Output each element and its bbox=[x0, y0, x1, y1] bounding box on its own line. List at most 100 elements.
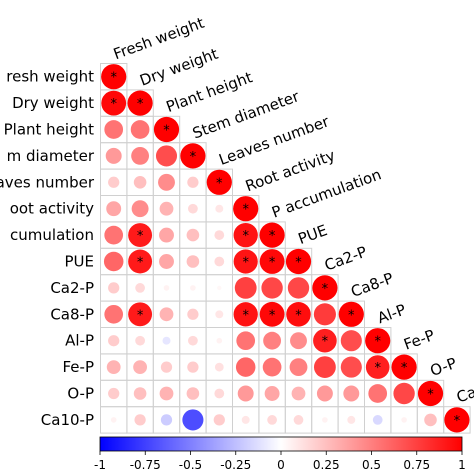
correlation-circle bbox=[103, 251, 124, 272]
correlation-circle bbox=[108, 176, 120, 188]
correlation-circle bbox=[313, 356, 336, 379]
correlation-circle bbox=[159, 227, 174, 243]
correlation-circle bbox=[264, 386, 280, 401]
correlation-circle bbox=[188, 203, 198, 214]
correlation-circle bbox=[188, 335, 198, 346]
significance-marker: * bbox=[322, 282, 329, 297]
significance-marker: * bbox=[454, 414, 461, 429]
colorbar: -1 -0.75 -0.5 -0.25 0 0.25 0.5 0.75 1 bbox=[94, 436, 466, 472]
correlation-circle bbox=[104, 120, 124, 139]
significance-marker: * bbox=[269, 229, 276, 244]
correlation-circle bbox=[206, 169, 232, 195]
correlation-circle bbox=[259, 249, 285, 274]
correlation-circle bbox=[285, 248, 312, 275]
correlation-circle bbox=[213, 414, 225, 426]
correlation-circle bbox=[372, 415, 383, 425]
correlation-circle bbox=[134, 414, 146, 426]
correlation-circle bbox=[190, 285, 196, 291]
correlation-circle bbox=[393, 382, 415, 405]
correlation-circle bbox=[316, 385, 333, 402]
correlation-circle bbox=[160, 414, 173, 426]
correlation-circle bbox=[106, 360, 121, 375]
correlation-circle bbox=[340, 356, 362, 378]
correlation-circle bbox=[365, 328, 391, 354]
correlation-circle bbox=[262, 357, 282, 377]
correlation-circle bbox=[233, 196, 259, 222]
correlation-circle bbox=[180, 143, 206, 169]
significance-marker: * bbox=[137, 308, 144, 323]
row-label: PUE bbox=[64, 253, 94, 271]
correlation-circle bbox=[236, 331, 256, 351]
significance-marker: * bbox=[163, 124, 170, 139]
correlation-circle bbox=[368, 384, 388, 403]
colorbar-gradient bbox=[99, 436, 463, 452]
correlation-circle bbox=[322, 417, 328, 423]
correlation-circle bbox=[233, 302, 258, 327]
correlation-circle bbox=[162, 336, 171, 345]
significance-marker: * bbox=[190, 150, 197, 165]
correlation-circle bbox=[110, 417, 117, 423]
column-label: O-P bbox=[428, 354, 459, 380]
correlation-circle bbox=[217, 285, 222, 291]
correlation-circle bbox=[267, 415, 277, 425]
colorbar-tick-label: 1 bbox=[458, 458, 466, 472]
correlation-circle bbox=[135, 335, 145, 346]
row-label: Al-P bbox=[65, 332, 94, 350]
significance-marker: * bbox=[427, 388, 434, 403]
column-label: Fe-P bbox=[401, 326, 437, 354]
correlation-circle bbox=[127, 90, 153, 116]
correlation-circle bbox=[187, 361, 199, 373]
correlation-circle bbox=[108, 335, 120, 347]
correlation-circle bbox=[313, 303, 336, 326]
correlation-circle bbox=[131, 200, 149, 218]
colorbar-tick-label: -1 bbox=[94, 458, 106, 472]
significance-marker: * bbox=[242, 229, 249, 244]
significance-marker: * bbox=[110, 97, 117, 112]
correlation-circle bbox=[391, 354, 417, 380]
correlation-circle bbox=[259, 222, 285, 248]
significance-marker: * bbox=[137, 97, 144, 112]
correlation-circle bbox=[186, 228, 200, 242]
colorbar-tick-label: 0.5 bbox=[362, 458, 381, 472]
column-label: Ca2-P bbox=[322, 243, 369, 275]
row-label: Plant height bbox=[4, 121, 94, 139]
row-label: Fe-P bbox=[63, 358, 95, 376]
correlation-circle bbox=[159, 254, 174, 269]
colorbar-tick-label: -0.25 bbox=[220, 458, 251, 472]
correlation-circle bbox=[261, 277, 283, 299]
correlation-circle bbox=[259, 301, 285, 327]
circle-layer: * * * * * * * * * * * * * * * * * * * * * * * * * * bbox=[101, 64, 470, 433]
correlation-circle bbox=[105, 147, 122, 164]
correlation-circle bbox=[187, 308, 199, 320]
correlation-circle bbox=[214, 256, 225, 267]
correlation-circle bbox=[347, 415, 356, 424]
correlation-circle bbox=[101, 64, 127, 90]
correlation-circle bbox=[133, 360, 148, 375]
column-label: Ca bbox=[454, 383, 474, 407]
correlation-circle bbox=[135, 283, 145, 293]
correlation-circle bbox=[108, 387, 120, 400]
correlation-circle bbox=[131, 146, 150, 165]
correlation-circle bbox=[158, 173, 175, 191]
correlation-circle bbox=[424, 413, 437, 427]
correlation-circle bbox=[155, 145, 178, 167]
correlation-circle bbox=[286, 302, 311, 327]
correlation-circle bbox=[186, 255, 200, 268]
correlation-circle bbox=[312, 275, 338, 301]
correlation-circle bbox=[235, 357, 256, 377]
row-label: Ca10-P bbox=[41, 411, 94, 429]
significance-marker: * bbox=[110, 71, 117, 86]
colorbar-tick-label: 0.75 bbox=[403, 458, 430, 472]
correlation-circle bbox=[343, 385, 360, 402]
column-label: PUE bbox=[296, 221, 330, 248]
row-label: oot activity bbox=[10, 200, 94, 218]
significance-marker: * bbox=[137, 229, 144, 244]
correlation-circle bbox=[153, 116, 180, 143]
correlation-circle bbox=[214, 230, 225, 240]
correlation-circle bbox=[215, 204, 224, 213]
correlation-circle bbox=[290, 332, 307, 350]
correlation-circle bbox=[187, 176, 199, 188]
correlation-circle bbox=[133, 387, 147, 400]
correlation-circle bbox=[289, 358, 308, 377]
